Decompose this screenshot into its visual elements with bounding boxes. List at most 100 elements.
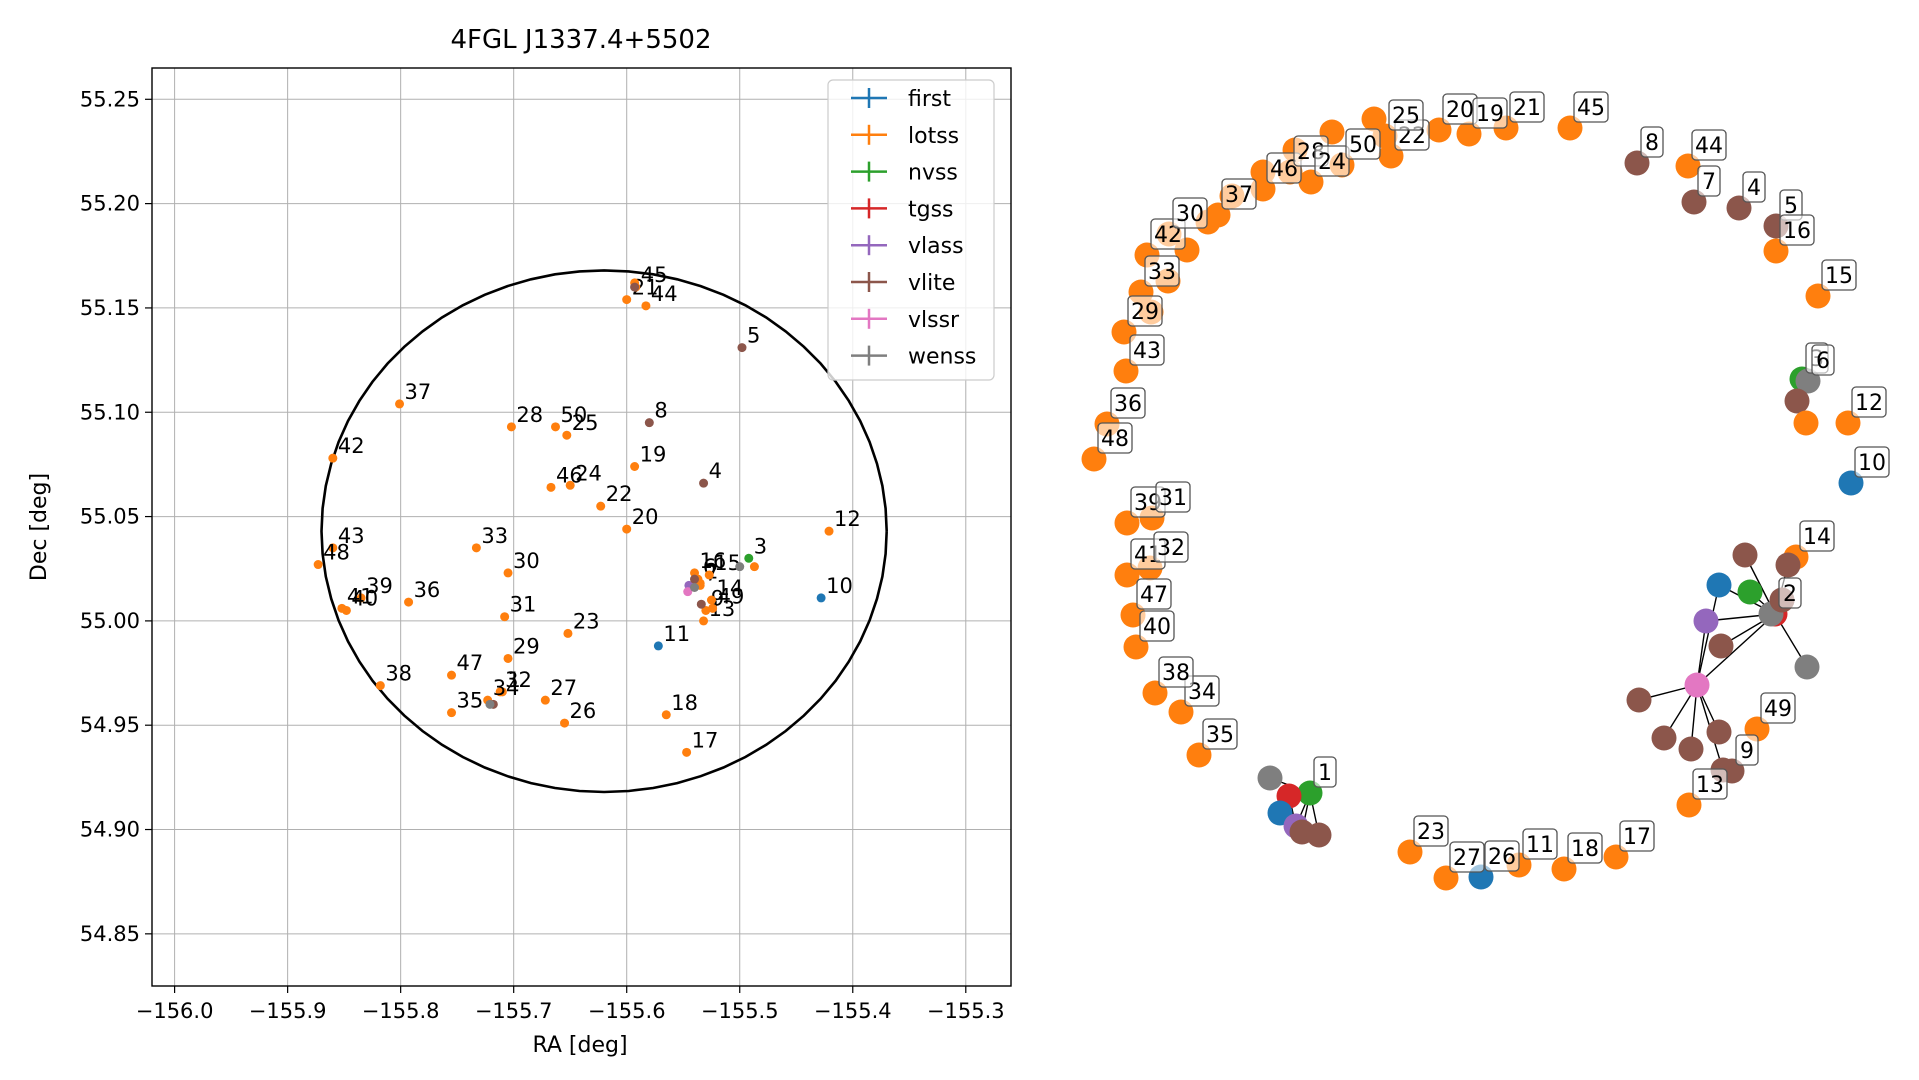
point-label: 30	[513, 549, 540, 573]
network-node-vlite	[1306, 822, 1332, 848]
point-lotss	[506, 422, 516, 432]
node-label: 30	[1176, 202, 1204, 227]
point-label: 40	[351, 586, 378, 610]
point-label: 5	[747, 324, 760, 348]
node-label-box	[1742, 171, 1766, 203]
point-label: 22	[606, 482, 633, 506]
node-label: 4	[1747, 176, 1761, 201]
node-label-box	[1345, 128, 1381, 160]
point-lotss	[337, 603, 347, 613]
point-vlite	[690, 574, 700, 584]
point-label: 10	[826, 574, 853, 598]
point-lotss	[395, 399, 405, 409]
node-label-box	[1313, 756, 1337, 788]
point-label: 34	[493, 676, 520, 700]
network-edge	[1696, 613, 1776, 686]
point-nvss	[744, 553, 754, 563]
network-node-vlite	[1708, 633, 1734, 659]
node-label: 36	[1114, 392, 1142, 417]
node-label: 18	[1571, 837, 1599, 862]
nodes-layer: 2145844745161536121014249913171811262723…	[1081, 91, 1890, 891]
node-label-box	[1136, 578, 1172, 610]
node-label-box	[1811, 344, 1835, 376]
point-label: 35	[457, 689, 484, 713]
point-label: 48	[323, 541, 350, 565]
node-label-box	[1266, 152, 1302, 184]
point-vlite	[696, 599, 706, 609]
point-vlite	[630, 282, 640, 292]
node-label-box	[1821, 259, 1857, 291]
node-label-box	[1619, 820, 1655, 852]
node-label: 16	[1783, 219, 1811, 244]
chart-title: 4FGL J1337.4+5502	[451, 25, 712, 55]
node-label-box	[1509, 91, 1545, 123]
point-lotss	[375, 681, 385, 691]
plot-frame	[151, 67, 1012, 987]
legend-label: vlass	[908, 234, 964, 259]
point-label: 32	[505, 668, 532, 692]
point-lotss	[546, 482, 556, 492]
point-label: 29	[513, 634, 540, 658]
legend-box	[827, 79, 995, 381]
node-label: 23	[1417, 820, 1445, 845]
x-axis-label: RA [deg]	[532, 1033, 627, 1058]
node-label-box	[1110, 387, 1146, 419]
y-tick-label: 54.85	[80, 922, 140, 946]
node-label: 35	[1206, 723, 1234, 748]
legend-label: first	[908, 87, 951, 112]
node-label-box	[1778, 577, 1802, 609]
x-tick-label: −156.0	[136, 999, 214, 1023]
point-vlite	[644, 418, 654, 428]
points-layer: 1234567891011121314151617181920212223242…	[313, 263, 861, 757]
network-node-wenss	[1257, 765, 1283, 791]
point-vlite	[699, 478, 709, 488]
node-label-box	[1573, 91, 1609, 123]
node-label-box	[1221, 178, 1257, 210]
node-label-box	[1202, 718, 1238, 750]
point-lotss	[328, 453, 338, 463]
point-lotss	[447, 708, 457, 718]
point-lotss	[313, 560, 323, 570]
node-label: 32	[1157, 536, 1185, 561]
legend-label: nvss	[908, 161, 958, 186]
legend-label: vlssr	[908, 308, 960, 333]
legend-label: tgss	[908, 197, 954, 222]
point-lotss	[500, 612, 510, 622]
point-lotss	[540, 695, 550, 705]
node-label: 26	[1488, 845, 1516, 870]
point-lotss	[447, 670, 457, 680]
node-label-box	[1567, 832, 1603, 864]
point-label: 46	[556, 463, 583, 487]
node-label: 29	[1131, 300, 1159, 325]
node-label-box	[1172, 197, 1208, 229]
node-label: 7	[1702, 170, 1716, 195]
point-label: 43	[338, 524, 365, 548]
node-label-box	[1155, 481, 1191, 513]
node-label-box	[1127, 295, 1163, 327]
x-tick-label: −155.3	[927, 999, 1005, 1023]
point-label: 27	[550, 676, 577, 700]
point-lotss	[328, 543, 338, 553]
point-lotss	[641, 301, 651, 311]
node-label: 1	[1318, 761, 1332, 786]
node-label-box	[1097, 422, 1133, 454]
node-label: 40	[1143, 615, 1171, 640]
y-tick-label: 55.05	[80, 505, 140, 529]
node-label-box	[1692, 768, 1728, 800]
point-lotss	[701, 605, 711, 615]
point-label: 44	[651, 282, 678, 306]
point-lotss	[503, 653, 513, 663]
node-label: 21	[1513, 96, 1541, 121]
point-label: 24	[575, 461, 602, 485]
node-label: 47	[1140, 583, 1168, 608]
node-label: 2	[1783, 582, 1797, 607]
point-label: 50	[561, 403, 588, 427]
point-label: 17	[692, 728, 719, 752]
node-label: 12	[1855, 391, 1883, 416]
point-label: 28	[516, 403, 543, 427]
node-label-box	[1158, 656, 1194, 688]
node-label: 25	[1392, 104, 1420, 129]
point-label: 16	[700, 549, 727, 573]
point-lotss	[824, 526, 834, 536]
